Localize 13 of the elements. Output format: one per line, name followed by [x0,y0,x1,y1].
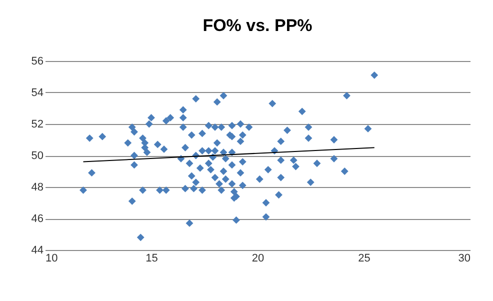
y-tick-label: 44 [31,244,44,256]
y-tick-label: 46 [31,213,44,225]
x-tick-label: 20 [252,252,264,264]
y-tick-label: 54 [31,87,44,99]
x-tick-label: 10 [46,252,58,264]
x-tick-label: 15 [146,252,158,264]
y-tick-label: 50 [31,150,44,162]
x-tick-label: 30 [458,252,470,264]
y-tick-label: 48 [31,182,44,194]
y-tick-label: 52 [31,118,44,130]
chart-title: FO% vs. PP% [202,16,312,35]
x-tick-label: 25 [358,252,370,264]
y-tick-label: 56 [31,56,44,68]
